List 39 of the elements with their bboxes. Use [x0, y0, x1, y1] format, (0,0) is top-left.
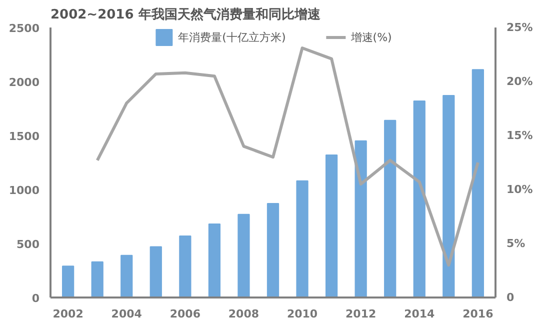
- bar: [325, 154, 338, 298]
- x-tick-label: 2012: [346, 308, 376, 320]
- line-series: [96, 46, 480, 267]
- y-tick-label: 2000: [8, 76, 40, 89]
- bar: [296, 180, 308, 298]
- y2-tick-label: 15%: [506, 129, 533, 142]
- bar: [472, 69, 484, 298]
- y2-tick-label: 5%: [506, 237, 526, 250]
- bar: [120, 254, 133, 298]
- y-tick-label: 2500: [8, 22, 40, 35]
- bar: [238, 214, 250, 298]
- y2-tick-label: 25%: [506, 21, 533, 34]
- bar: [179, 235, 192, 298]
- bar: [384, 120, 396, 298]
- bar: [91, 261, 104, 298]
- bar: [62, 266, 74, 298]
- legend-label: 增速(%): [350, 30, 392, 44]
- y2-tick-label: 10%: [506, 183, 533, 196]
- x-tick-label: 2014: [404, 308, 436, 320]
- y-tick-label: 1500: [8, 130, 40, 143]
- bar: [413, 100, 426, 298]
- legend-label: 年消费量(十亿立方米): [178, 30, 286, 44]
- x-tick-label: 2016: [462, 308, 494, 320]
- y-tick-label: 1000: [8, 184, 40, 197]
- y-tick-label: 500: [16, 238, 40, 251]
- bar: [266, 203, 280, 298]
- x-tick-label: 2002: [52, 308, 84, 320]
- y-tick-label: 0: [32, 292, 40, 305]
- bar: [208, 224, 221, 298]
- x-tick-label: 2006: [170, 308, 201, 320]
- chart-title: 2002~2016 年我国天然气消费量和同比增速: [50, 6, 322, 22]
- bar: [442, 95, 455, 298]
- bar: [150, 246, 162, 298]
- x-tick-label: 2004: [111, 308, 142, 320]
- x-tick-label: 2008: [228, 308, 260, 320]
- x-tick-label: 2010: [286, 308, 318, 320]
- y2-tick-label: 0: [506, 291, 514, 304]
- y2-tick-label: 20%: [506, 75, 533, 88]
- bar: [354, 140, 367, 298]
